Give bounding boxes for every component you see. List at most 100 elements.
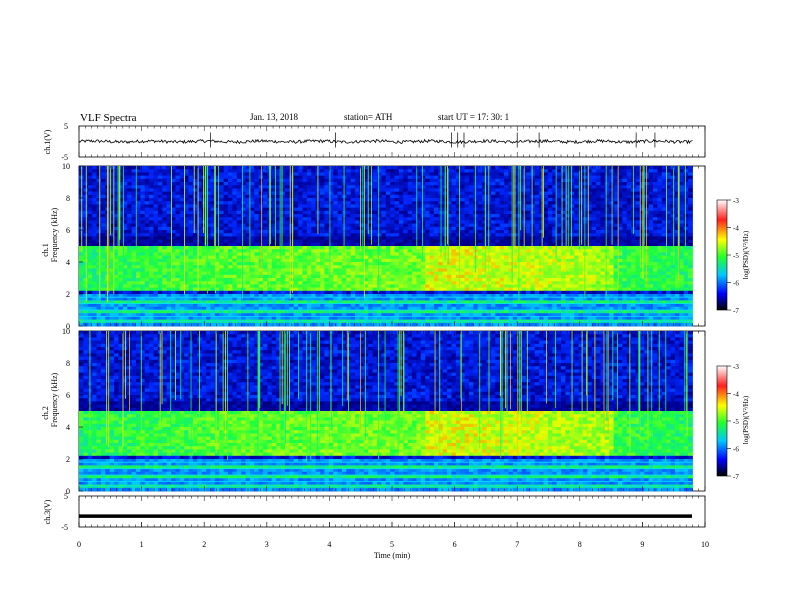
spectrogram-cell xyxy=(302,204,308,208)
spectrogram-cell xyxy=(210,246,216,250)
spectrogram-cell xyxy=(363,172,369,176)
spectrogram-cell xyxy=(162,306,168,311)
spectrogram-cell xyxy=(135,242,141,247)
spectrogram-cell xyxy=(298,217,303,221)
spectrogram-cell xyxy=(219,172,224,176)
spectrogram-cell xyxy=(118,284,124,288)
spectrogram-cell xyxy=(166,207,172,212)
spectrogram-cell xyxy=(109,220,115,224)
spectrogram-cell xyxy=(188,246,194,250)
spectrogram-cell xyxy=(214,300,220,304)
spectrogram-cell xyxy=(390,217,395,221)
spectrogram-cell xyxy=(403,166,409,170)
spectrogram-cell xyxy=(407,284,413,288)
spectrogram-cell xyxy=(280,204,286,208)
spectrogram-cell xyxy=(135,194,141,199)
spectrogram-cell xyxy=(416,220,422,224)
spectrogram-cell xyxy=(412,271,417,276)
spectrogram-cell xyxy=(398,255,404,260)
spectrogram-cell xyxy=(87,281,93,285)
spectrogram-cell xyxy=(271,233,277,237)
spectrogram-cell xyxy=(114,274,119,279)
spectrogram-cell xyxy=(232,242,238,247)
spectrogram-cell xyxy=(482,191,487,196)
spectrogram-cell xyxy=(508,172,514,176)
spectrogram-cell xyxy=(100,191,106,196)
spectrogram-cell xyxy=(328,268,334,272)
spectrogram-cell xyxy=(249,178,255,183)
spectrogram-cell xyxy=(368,207,373,212)
spectrogram-cell xyxy=(201,310,207,314)
spectrogram-cell xyxy=(263,175,268,180)
spectrogram-cell xyxy=(236,274,242,279)
spectrogram-cell xyxy=(184,303,189,308)
spectrogram-cell xyxy=(315,287,321,292)
spectrogram-cell xyxy=(416,169,422,173)
spectrogram-cell xyxy=(420,303,426,308)
spectrogram-cell xyxy=(179,226,185,231)
spectrogram-cell xyxy=(293,166,299,170)
spectrogram-cell xyxy=(122,166,128,170)
spectrogram-cell xyxy=(438,274,444,279)
spectrogram-cell xyxy=(328,297,334,301)
spectrogram-cell xyxy=(175,210,181,215)
spectrogram-cell xyxy=(83,188,89,192)
spectrogram-cell xyxy=(381,255,387,260)
spectrogram-cell xyxy=(179,214,185,218)
spectrogram-cell xyxy=(210,204,216,208)
spectrogram-cell xyxy=(464,274,470,279)
spectrogram-cell xyxy=(328,191,334,196)
spectrogram-cell xyxy=(254,274,260,279)
spectrogram-cell xyxy=(464,182,470,186)
spectrogram-cell xyxy=(469,294,474,298)
spectrogram-cell xyxy=(390,239,395,244)
spectrogram-cell xyxy=(447,246,452,250)
spectrogram-cell xyxy=(271,246,277,250)
spectrogram-cell xyxy=(355,207,360,212)
spectrogram-cell xyxy=(320,172,325,176)
spectrogram-cell xyxy=(412,169,417,173)
spectrogram-cell xyxy=(131,198,137,202)
spectrogram-cell xyxy=(320,262,325,266)
spectrogram-cell xyxy=(464,306,470,311)
spectrogram-cell xyxy=(175,236,181,240)
spectrogram-cell xyxy=(394,194,400,199)
spectrogram-cell xyxy=(135,303,141,308)
spectrogram-cell xyxy=(254,239,260,244)
spectrogram-cell xyxy=(284,265,290,269)
spectrogram-cell xyxy=(324,281,330,285)
spectrogram-cell xyxy=(114,255,119,260)
spectrogram-cell xyxy=(227,207,233,212)
spectrogram-cell xyxy=(425,166,430,170)
spectrogram-cell xyxy=(398,214,404,218)
spectrogram-cell xyxy=(140,220,146,224)
spectrogram-cell xyxy=(127,201,132,205)
spectrogram-cell xyxy=(333,271,338,276)
spectrogram-cell xyxy=(289,284,295,288)
spectrogram-cell xyxy=(320,246,325,250)
spectrogram-cell xyxy=(442,268,448,272)
spectrogram-cell xyxy=(197,230,203,234)
spectrogram-cell xyxy=(398,322,404,327)
spectrogram-cell xyxy=(407,287,413,292)
spectrogram-cell xyxy=(227,313,233,317)
spectrogram-cell xyxy=(420,220,426,224)
spectrogram-cell xyxy=(135,278,141,282)
spectrogram-cell xyxy=(451,284,457,288)
spectrogram-cell xyxy=(298,201,303,205)
spectrogram-cell xyxy=(508,255,514,260)
spectrogram-cell xyxy=(390,303,395,308)
spectrogram-cell xyxy=(425,287,430,292)
spectrogram-cell xyxy=(359,300,365,304)
spectrogram-cell xyxy=(157,246,163,250)
spectrogram-cell xyxy=(263,303,268,308)
spectrogram-cell xyxy=(482,246,487,250)
spectrogram-cell xyxy=(324,210,330,215)
spectrogram-cell xyxy=(324,207,330,212)
spectrogram-cell xyxy=(192,182,198,186)
spectrogram-cell xyxy=(236,210,242,215)
spectrogram-cell xyxy=(311,236,317,240)
spectrogram-cell xyxy=(284,287,290,292)
spectrogram-cell xyxy=(280,262,286,266)
spectrogram-cell xyxy=(131,191,137,196)
